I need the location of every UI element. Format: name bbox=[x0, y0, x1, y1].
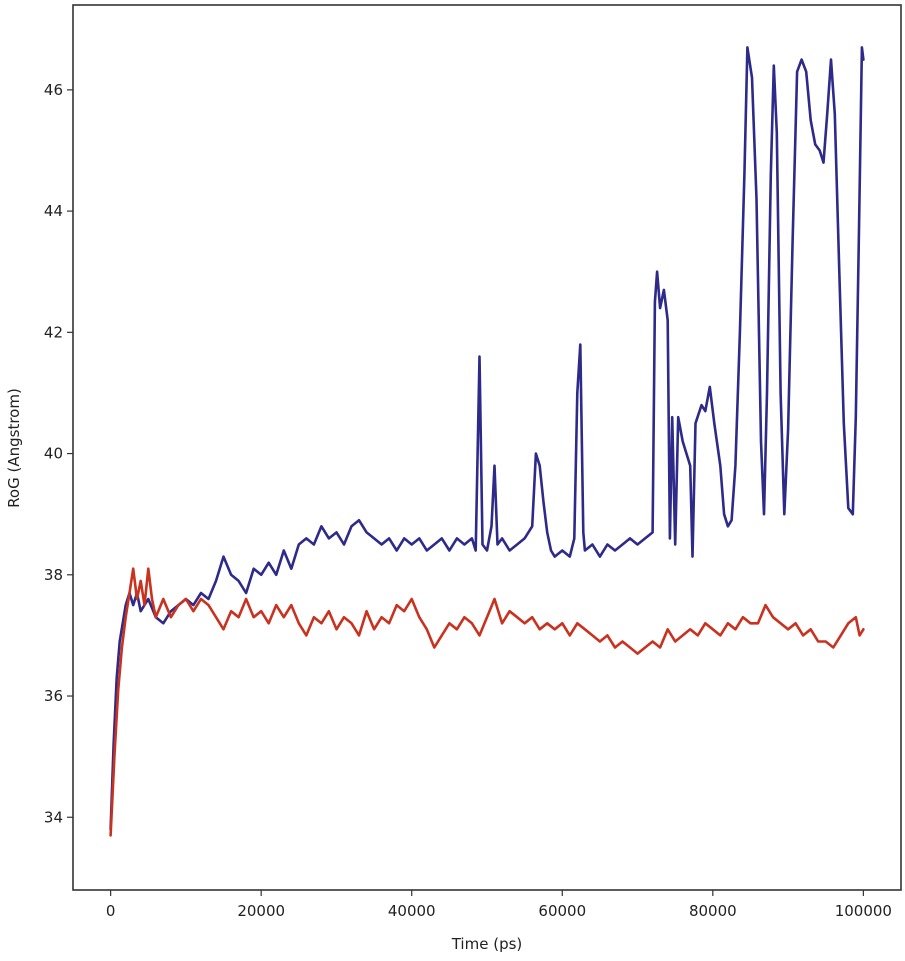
series-line-2 bbox=[109, 567, 865, 837]
plot-frame bbox=[72, 4, 902, 891]
x-axis-label: Time (ps) bbox=[451, 935, 523, 953]
y-tick-label: 40 bbox=[44, 445, 63, 463]
y-tick-label: 44 bbox=[44, 202, 63, 220]
y-axis-label: RoG (Angstrom) bbox=[5, 388, 23, 508]
x-tick-label: 20000 bbox=[237, 902, 285, 920]
y-axis-ticks: 34 36 38 40 42 44 46 bbox=[44, 81, 73, 826]
series-line-1 bbox=[109, 46, 865, 831]
x-tick-label: 40000 bbox=[388, 902, 436, 920]
y-tick-label: 36 bbox=[44, 687, 63, 705]
y-tick-label: 38 bbox=[44, 566, 63, 584]
plot-lines bbox=[109, 46, 865, 837]
x-tick-label: 100000 bbox=[835, 902, 892, 920]
y-tick-label: 46 bbox=[44, 81, 63, 99]
y-tick-label: 42 bbox=[44, 323, 63, 341]
y-tick-label: 34 bbox=[44, 808, 63, 826]
x-tick-label: 0 bbox=[106, 902, 116, 920]
x-tick-label: 60000 bbox=[538, 902, 586, 920]
x-tick-label: 80000 bbox=[689, 902, 737, 920]
x-axis-ticks: 0 20000 40000 60000 80000 100000 bbox=[106, 890, 892, 920]
